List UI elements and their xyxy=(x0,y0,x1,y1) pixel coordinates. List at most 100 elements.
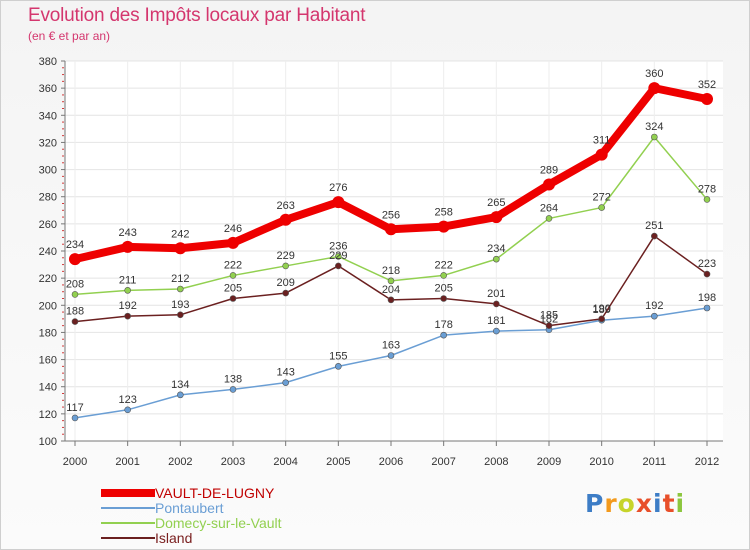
data-point xyxy=(121,240,134,253)
data-label: 311 xyxy=(593,135,611,147)
data-label: 208 xyxy=(66,278,84,290)
data-label: 222 xyxy=(224,259,242,271)
data-label: 236 xyxy=(329,240,347,252)
data-point xyxy=(335,363,342,370)
data-point xyxy=(124,406,131,414)
logo-letter: P xyxy=(585,489,605,518)
data-point xyxy=(124,312,131,320)
y-tick-label: 320 xyxy=(39,137,57,149)
data-point xyxy=(177,391,184,399)
data-label: 276 xyxy=(329,182,347,194)
x-tick-label: 2006 xyxy=(379,456,403,468)
chart-subtitle: (en € et par an) xyxy=(28,29,111,43)
chart-title: Evolution des Impôts locaux par Habitant xyxy=(28,5,366,26)
y-tick-label: 100 xyxy=(39,436,57,448)
y-tick-label: 120 xyxy=(39,409,57,421)
data-label: 360 xyxy=(645,68,663,80)
data-label: 182 xyxy=(540,314,558,326)
data-label: 204 xyxy=(382,284,400,296)
data-label: 178 xyxy=(434,319,452,331)
logo-letter: o xyxy=(617,489,636,518)
data-label: 265 xyxy=(487,197,505,209)
data-point xyxy=(703,196,711,203)
data-label: 134 xyxy=(171,379,189,391)
data-label: 234 xyxy=(66,239,84,251)
data-point xyxy=(279,213,292,226)
data-label: 185 xyxy=(540,310,558,322)
data-point xyxy=(71,414,79,422)
data-label: 205 xyxy=(224,283,242,295)
data-label: 229 xyxy=(329,250,347,262)
data-point xyxy=(174,242,187,255)
data-point xyxy=(493,300,500,308)
data-label: 211 xyxy=(119,274,137,286)
logo-letter: x xyxy=(635,489,653,518)
y-tick-label: 340 xyxy=(39,110,57,122)
logo-letter: i xyxy=(675,489,686,518)
data-point xyxy=(701,93,713,105)
data-label: 198 xyxy=(698,292,716,304)
data-point xyxy=(703,304,711,312)
data-label: 272 xyxy=(592,192,610,204)
data-label: 352 xyxy=(698,79,716,91)
data-label: 222 xyxy=(434,259,452,271)
data-point xyxy=(651,312,658,320)
logo-letter: r xyxy=(604,489,618,518)
data-label: 218 xyxy=(382,265,400,277)
y-tick-label: 240 xyxy=(39,246,57,258)
data-point xyxy=(227,236,239,249)
data-point xyxy=(493,255,500,263)
data-label: 209 xyxy=(276,277,294,289)
legend-label: Pontaubert xyxy=(155,500,224,516)
legend-swatch xyxy=(101,489,155,497)
data-point xyxy=(177,285,184,293)
data-label: 223 xyxy=(698,258,716,270)
x-tick-label: 2001 xyxy=(115,456,139,468)
data-point xyxy=(543,178,555,191)
legend-swatch xyxy=(101,522,155,524)
data-point xyxy=(437,220,450,233)
data-point xyxy=(229,272,237,279)
data-label: 264 xyxy=(540,202,558,214)
data-label: 242 xyxy=(171,228,189,240)
proxiti-logo: Proxiti xyxy=(585,489,685,518)
data-label: 138 xyxy=(224,373,242,385)
data-label: 229 xyxy=(276,250,294,262)
x-tick-label: 2009 xyxy=(537,456,561,468)
data-point xyxy=(598,315,605,323)
data-label: 192 xyxy=(645,300,663,312)
data-point xyxy=(335,262,342,270)
y-tick-label: 140 xyxy=(39,382,57,394)
y-tick-label: 220 xyxy=(39,273,57,285)
data-label: 278 xyxy=(698,183,716,195)
data-point xyxy=(651,133,658,141)
data-label: 155 xyxy=(329,350,347,362)
data-label: 117 xyxy=(66,402,84,414)
x-tick-label: 2008 xyxy=(484,456,508,468)
data-label: 258 xyxy=(434,207,452,219)
data-point xyxy=(545,322,553,329)
data-point xyxy=(387,296,395,304)
data-label: 188 xyxy=(66,306,84,318)
data-label: 193 xyxy=(171,299,189,311)
x-tick-label: 2004 xyxy=(273,456,297,468)
data-point xyxy=(387,352,395,359)
data-point xyxy=(177,311,184,319)
data-point xyxy=(440,331,447,339)
data-point xyxy=(440,272,447,279)
data-label: 243 xyxy=(118,227,136,239)
data-point xyxy=(440,295,447,302)
legend-swatch xyxy=(101,507,155,509)
y-tick-label: 180 xyxy=(39,327,57,339)
logo-letter: i xyxy=(653,489,663,518)
y-tick-label: 360 xyxy=(39,83,57,95)
data-label: 190 xyxy=(592,303,610,315)
data-label: 324 xyxy=(645,121,663,133)
data-point xyxy=(598,204,605,211)
data-point xyxy=(703,270,711,278)
logo-letter: t xyxy=(662,489,676,518)
data-label: 192 xyxy=(118,300,136,312)
data-label: 123 xyxy=(118,394,136,406)
